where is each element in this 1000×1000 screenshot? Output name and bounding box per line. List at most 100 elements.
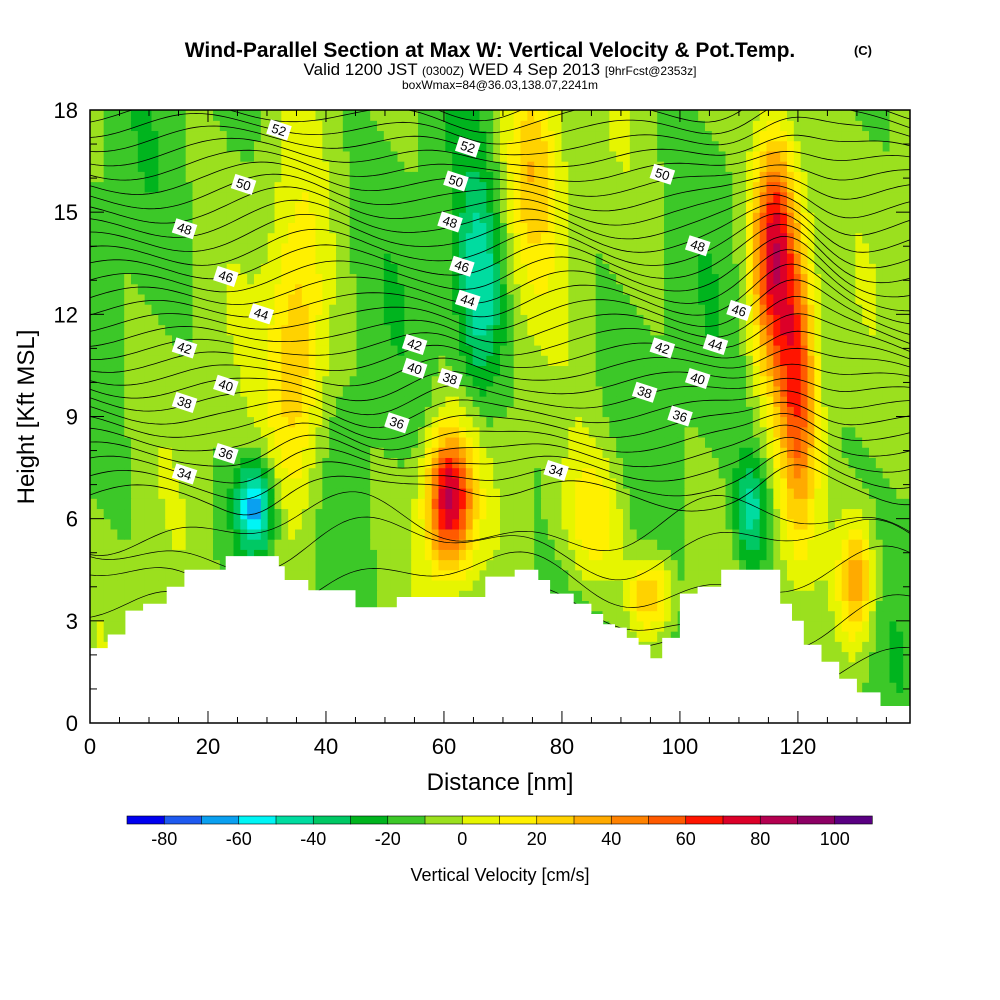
w-cell	[178, 559, 187, 571]
w-cell	[698, 344, 706, 356]
w-cell	[96, 528, 105, 540]
w-cell	[711, 508, 720, 520]
w-cell	[848, 528, 856, 540]
w-cell	[260, 467, 269, 479]
w-cell	[766, 385, 774, 397]
w-cell	[103, 396, 112, 407]
w-cell	[110, 518, 118, 530]
w-cell	[431, 528, 440, 540]
w-cell	[247, 426, 255, 438]
w-cell	[96, 304, 105, 315]
w-cell	[629, 518, 638, 530]
w-cell	[882, 610, 891, 622]
w-cell	[588, 334, 597, 346]
w-cell	[711, 539, 720, 550]
w-cell	[821, 549, 829, 561]
w-cell	[397, 396, 405, 407]
w-cell	[773, 365, 781, 377]
w-cell	[178, 385, 187, 397]
w-cell	[493, 385, 501, 397]
w-cell	[424, 447, 433, 458]
w-cell	[636, 334, 645, 346]
w-cell	[903, 477, 910, 489]
w-cell	[370, 590, 378, 601]
w-cell	[465, 457, 474, 469]
w-cell	[267, 334, 276, 346]
w-cell	[322, 426, 330, 438]
w-cell	[609, 579, 617, 591]
w-cell	[684, 477, 692, 489]
w-cell	[554, 488, 563, 499]
w-cell	[103, 365, 112, 377]
w-cell	[547, 549, 556, 561]
w-cell	[424, 508, 433, 520]
w-cell	[131, 498, 139, 510]
w-cell	[349, 375, 358, 387]
w-cell	[370, 314, 378, 326]
w-cell	[185, 447, 194, 458]
w-cell	[568, 457, 576, 469]
w-cell	[158, 457, 166, 469]
w-cell	[288, 508, 296, 520]
w-cell	[568, 314, 576, 326]
w-cell	[117, 344, 125, 356]
w-cell	[595, 467, 604, 479]
w-cell	[117, 385, 125, 397]
w-cell	[465, 385, 474, 397]
w-cell	[452, 559, 460, 571]
w-cell	[124, 334, 132, 346]
w-cell	[903, 334, 910, 346]
w-cell	[773, 518, 781, 530]
w-cell	[800, 528, 809, 540]
w-cell	[650, 579, 658, 591]
w-cell	[629, 620, 638, 632]
w-cell	[896, 365, 904, 377]
w-cell	[841, 304, 850, 315]
w-cell	[479, 304, 487, 315]
w-cell	[800, 590, 809, 601]
w-cell	[452, 396, 460, 407]
w-cell	[636, 498, 645, 510]
w-cell	[875, 559, 884, 571]
w-cell	[315, 293, 323, 305]
w-cell	[752, 498, 761, 510]
w-cell	[404, 314, 412, 326]
w-cell	[397, 569, 405, 581]
w-cell	[834, 539, 843, 550]
w-cell	[165, 293, 173, 305]
w-cell	[233, 355, 241, 367]
w-cell	[90, 631, 98, 642]
w-cell	[254, 344, 262, 356]
w-cell	[506, 549, 515, 561]
w-cell	[472, 467, 481, 479]
w-cell	[561, 304, 569, 315]
w-cell	[472, 436, 481, 448]
w-cell	[465, 375, 474, 387]
w-cell	[131, 375, 139, 387]
w-cell	[506, 375, 515, 387]
w-cell	[219, 467, 228, 479]
w-cell	[780, 314, 788, 326]
w-cell	[800, 477, 809, 489]
w-cell	[418, 477, 426, 489]
w-cell	[875, 457, 884, 469]
w-cell	[746, 457, 754, 469]
w-cell	[185, 304, 194, 315]
w-cell	[650, 467, 658, 479]
w-cell	[650, 590, 658, 601]
w-cell	[411, 528, 419, 540]
w-cell	[274, 365, 282, 377]
w-cell	[623, 498, 631, 510]
w-cell	[158, 488, 166, 499]
w-cell	[896, 355, 904, 367]
w-cell	[541, 416, 549, 428]
w-cell	[896, 600, 904, 612]
w-cell	[793, 304, 802, 315]
w-cell	[787, 549, 795, 561]
w-cell	[370, 304, 378, 315]
w-cell	[664, 488, 672, 499]
w-cell	[240, 549, 248, 561]
w-cell	[787, 436, 795, 448]
w-cell	[691, 385, 699, 397]
w-cell	[96, 314, 105, 326]
